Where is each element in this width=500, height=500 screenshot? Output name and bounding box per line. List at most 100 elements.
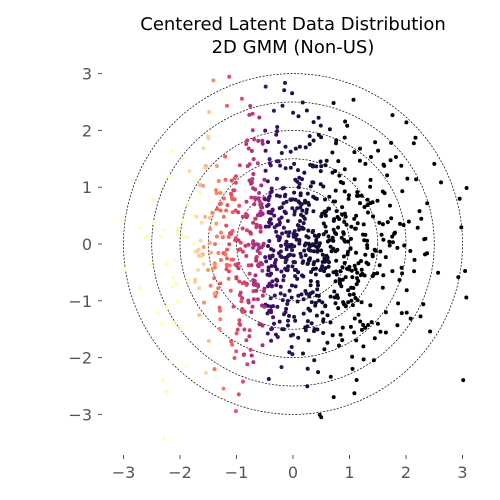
data-point	[244, 199, 249, 204]
data-point	[187, 169, 192, 174]
data-point	[322, 347, 327, 352]
data-point	[280, 231, 285, 236]
data-point	[318, 169, 323, 174]
data-point	[335, 247, 340, 252]
data-point	[423, 252, 427, 257]
data-point	[340, 205, 345, 210]
data-point	[308, 279, 313, 283]
reference-circle-3	[179, 130, 407, 358]
data-point	[275, 234, 280, 239]
data-point	[232, 356, 237, 360]
data-point	[270, 253, 275, 258]
data-point	[164, 306, 169, 311]
data-point	[219, 258, 223, 262]
data-point	[395, 323, 400, 328]
data-point	[269, 186, 274, 191]
data-point	[293, 274, 298, 279]
data-point	[375, 271, 380, 276]
data-point	[190, 241, 195, 246]
data-point	[342, 135, 347, 140]
data-point	[251, 360, 256, 365]
data-point	[461, 378, 466, 383]
data-point	[378, 249, 383, 254]
data-point	[307, 142, 312, 147]
data-point	[324, 209, 329, 214]
data-point	[321, 331, 326, 335]
data-point	[268, 296, 273, 301]
data-point	[283, 166, 288, 171]
data-point	[210, 266, 215, 271]
data-point	[382, 191, 387, 196]
data-point	[233, 238, 238, 243]
data-point	[383, 310, 388, 315]
data-point	[244, 254, 249, 258]
data-point	[296, 185, 301, 190]
data-point	[299, 292, 304, 297]
data-point	[464, 295, 469, 300]
reference-circle-4	[151, 101, 435, 387]
data-point	[219, 230, 223, 235]
data-point	[218, 201, 223, 206]
data-point	[254, 288, 259, 293]
data-point	[203, 165, 208, 170]
data-point	[309, 321, 314, 326]
data-point	[199, 220, 204, 225]
data-point	[293, 318, 298, 323]
data-point	[345, 252, 350, 257]
data-point	[269, 264, 274, 268]
data-point	[137, 226, 142, 231]
data-point	[145, 234, 150, 239]
data-point	[302, 248, 307, 253]
data-point	[313, 272, 318, 277]
data-point	[361, 232, 365, 237]
data-point	[318, 123, 323, 128]
data-point	[275, 304, 280, 309]
data-point	[423, 236, 428, 241]
data-point	[214, 191, 219, 196]
data-point	[287, 288, 292, 293]
data-point	[277, 217, 282, 222]
data-point	[218, 190, 223, 195]
data-point	[260, 141, 265, 146]
data-point	[331, 270, 336, 275]
y-tick-label: −1	[68, 292, 92, 311]
data-point	[415, 225, 420, 230]
data-point	[246, 146, 251, 151]
data-point	[417, 209, 422, 214]
data-point	[343, 303, 348, 308]
data-point	[252, 195, 257, 200]
data-point	[349, 268, 354, 273]
data-point	[457, 196, 462, 201]
data-point	[163, 389, 168, 394]
data-point	[306, 338, 311, 343]
data-point	[268, 217, 272, 222]
data-point	[228, 288, 233, 293]
data-point	[174, 231, 179, 236]
data-point	[201, 262, 206, 267]
data-point	[251, 157, 256, 162]
data-point	[262, 304, 267, 309]
data-point	[368, 184, 373, 189]
data-point	[366, 210, 370, 215]
data-point	[307, 202, 311, 207]
data-point	[237, 163, 242, 168]
data-point	[388, 203, 392, 208]
data-point	[246, 298, 251, 303]
data-point	[308, 184, 313, 189]
data-point	[263, 255, 268, 260]
data-point	[342, 219, 347, 224]
data-point	[319, 248, 324, 253]
data-point	[176, 227, 180, 232]
data-point	[351, 292, 356, 297]
data-point	[325, 340, 330, 345]
data-point	[349, 298, 354, 303]
data-point	[326, 234, 331, 239]
data-point	[301, 226, 306, 231]
data-point	[387, 243, 392, 248]
data-point	[253, 216, 258, 221]
data-point	[207, 240, 212, 245]
chart-title: Centered Latent Data Distribution	[140, 14, 446, 35]
data-point	[247, 112, 252, 117]
data-point	[321, 184, 326, 189]
data-point	[236, 266, 241, 271]
